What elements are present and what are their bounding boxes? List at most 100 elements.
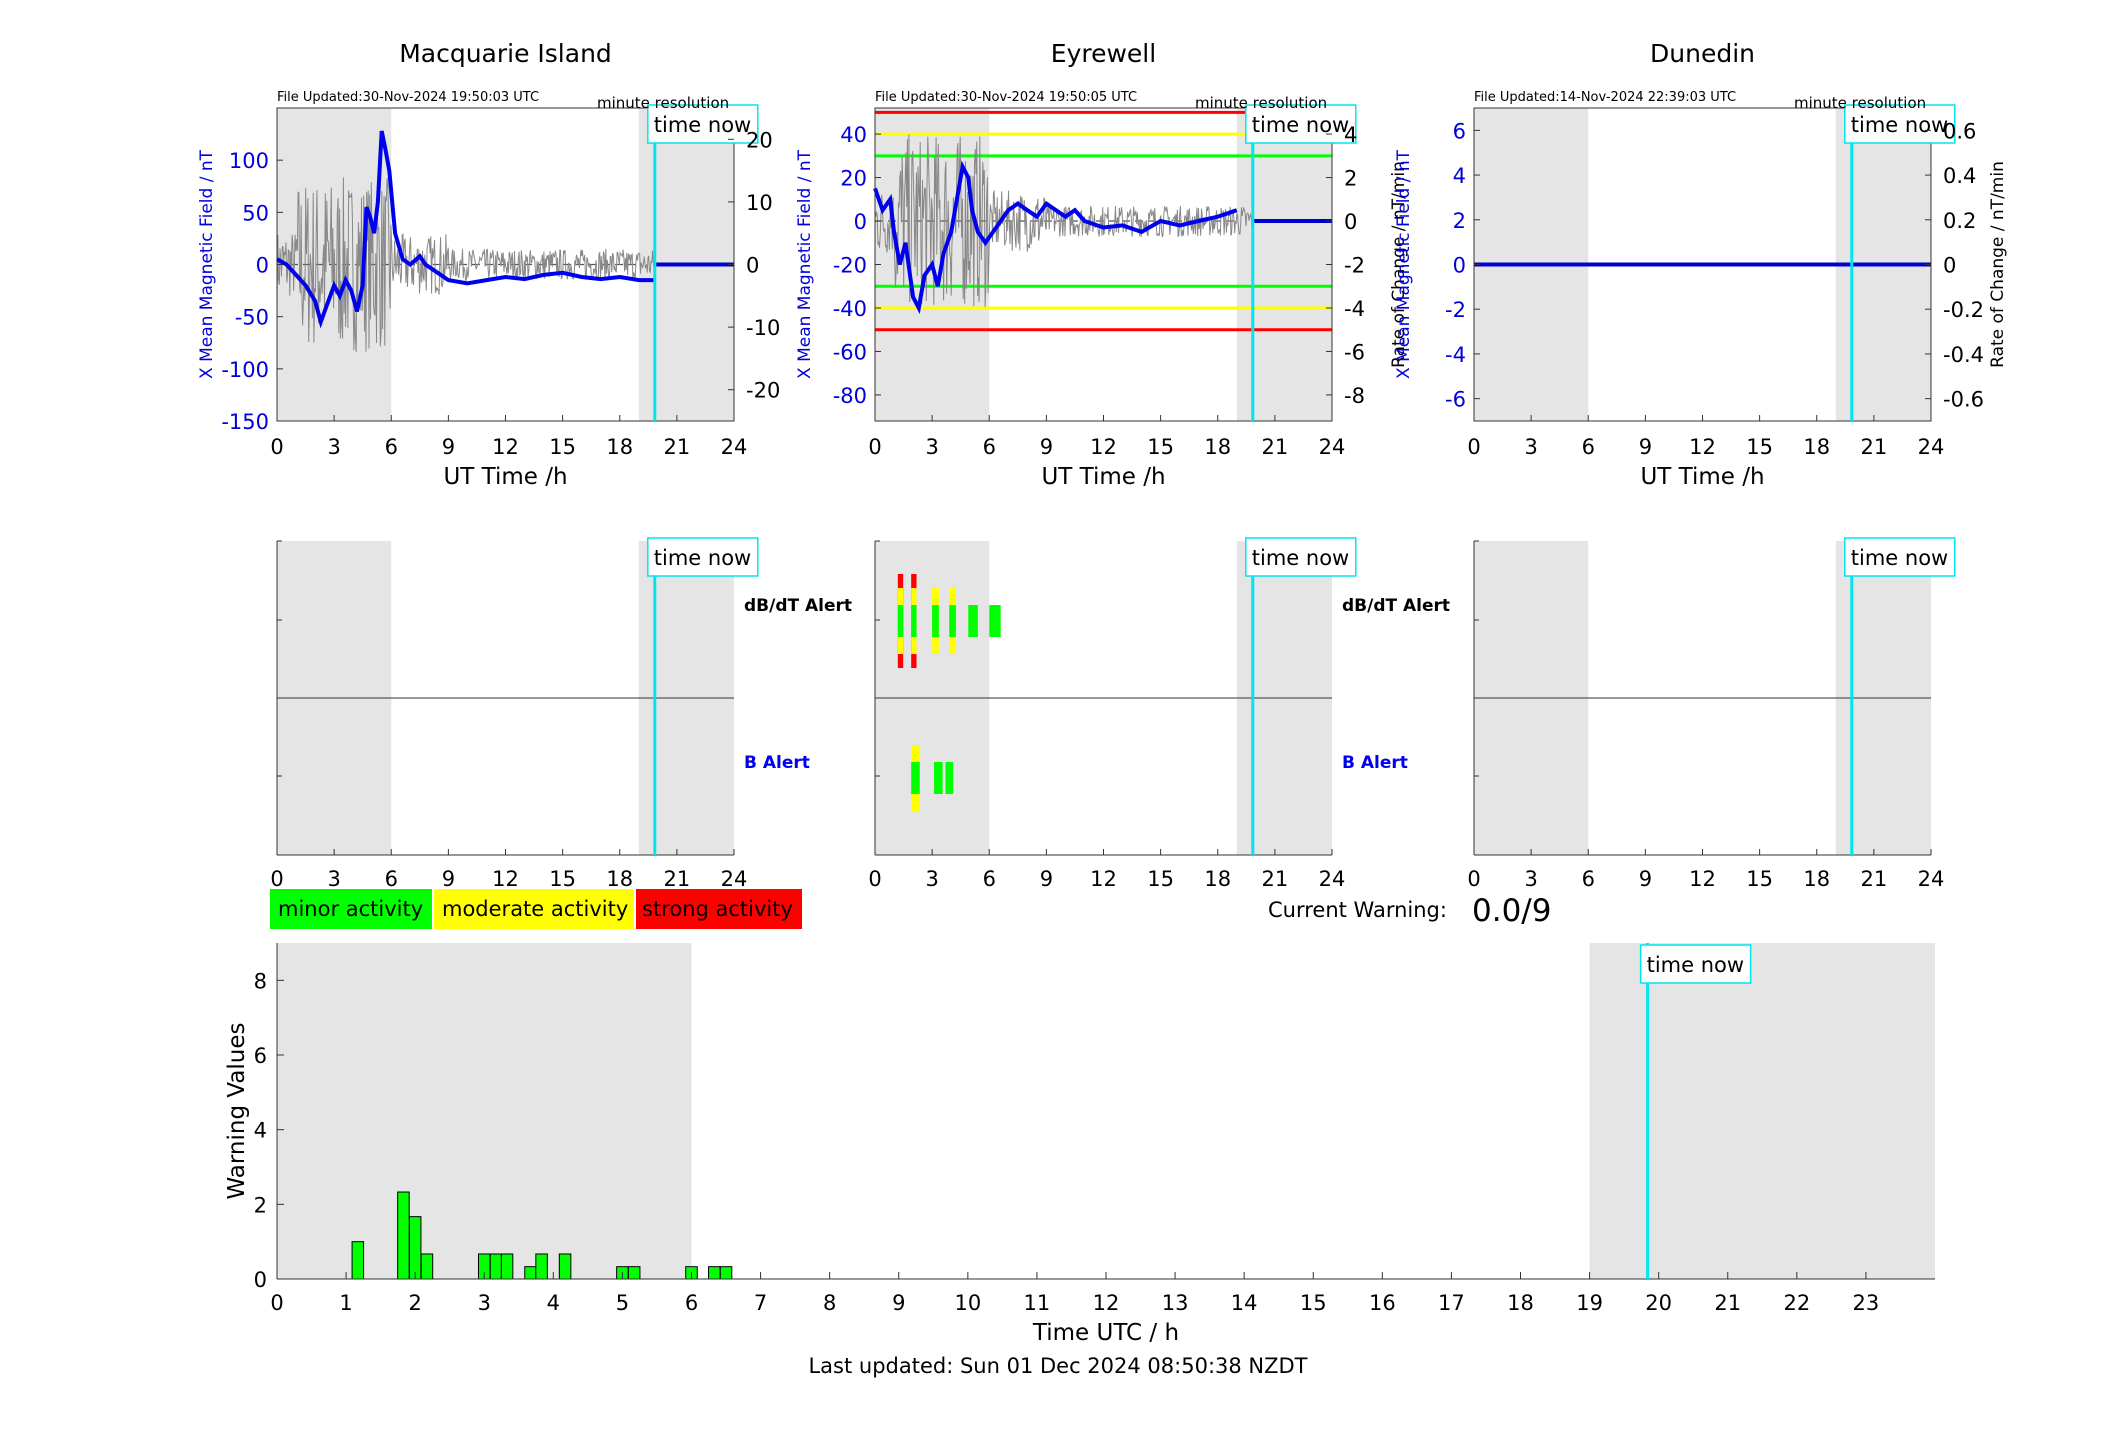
left-tick-label: 0 — [854, 210, 867, 234]
x-tick-label: 11 — [1024, 1291, 1051, 1315]
alert-minor — [934, 762, 943, 794]
x-tick-label: 21 — [664, 867, 691, 891]
left-tick-label: -150 — [221, 410, 269, 434]
x-axis-label: UT Time /h — [1041, 464, 1165, 490]
last-updated-text: Last updated: Sun 01 Dec 2024 08:50:38 N… — [808, 1354, 1307, 1378]
x-tick-label: 21 — [1262, 867, 1289, 891]
x-tick-label: 21 — [1861, 867, 1888, 891]
right-tick-label: 0 — [1943, 254, 1956, 278]
left-tick-label: 0 — [1453, 254, 1466, 278]
time-now-box — [647, 537, 759, 577]
alert-minor — [932, 605, 939, 637]
x-tick-label: 18 — [1507, 1291, 1534, 1315]
x-tick-label: 1 — [339, 1291, 352, 1315]
x-tick-label: 0 — [1467, 435, 1480, 459]
x-tick-label: 21 — [1714, 1291, 1741, 1315]
right-tick-label: 0 — [746, 254, 759, 278]
right-tick-label: -20 — [746, 379, 780, 403]
x-tick-label: 0 — [1467, 867, 1480, 891]
time-now-box — [647, 104, 759, 144]
x-tick-label: 12 — [492, 435, 519, 459]
right-tick-label: 0.4 — [1943, 164, 1976, 188]
right-tick-label: 0.2 — [1943, 209, 1976, 233]
left-tick-label: -50 — [235, 306, 269, 330]
alert-minor — [897, 605, 904, 637]
right-tick-label: -10 — [746, 316, 780, 340]
right-tick-label: -0.6 — [1943, 388, 1984, 412]
x-tick-label: 12 — [1090, 867, 1117, 891]
x-tick-label: 6 — [385, 867, 398, 891]
x-tick-label: 24 — [1319, 435, 1346, 459]
right-tick-label: 10 — [746, 191, 773, 215]
b-alert-label: B Alert — [744, 753, 810, 773]
x-tick-label: 18 — [606, 435, 633, 459]
rate-of-change-trace — [276, 177, 655, 352]
left-tick-label: -6 — [1445, 388, 1466, 412]
time-now-label: time now — [654, 113, 751, 137]
x-tick-label: 12 — [492, 867, 519, 891]
alert-minor — [945, 762, 954, 794]
time-now-box — [1844, 537, 1956, 577]
warning-bar — [627, 1266, 641, 1280]
y-tick-label: 0 — [254, 1268, 267, 1292]
left-tick-label: 100 — [229, 149, 269, 173]
time-now-box — [1639, 944, 1752, 984]
file-updated: File Updated:30-Nov-2024 19:50:03 UTC — [277, 90, 539, 105]
current-warning-value: 0.0/9 — [1472, 893, 1551, 929]
y-tick-label: 2 — [254, 1193, 267, 1217]
x-tick-label: 15 — [1147, 867, 1174, 891]
left-tick-label: -2 — [1445, 298, 1466, 322]
panel-title: Dunedin — [1650, 39, 1755, 68]
x-tick-label: 15 — [1300, 1291, 1327, 1315]
x-tick-label: 0 — [270, 435, 283, 459]
alert-minor — [949, 605, 956, 637]
x-tick-label: 0 — [868, 867, 881, 891]
legend-strong-swatch — [636, 889, 802, 929]
right-y-axis-label: Rate of Change / nT/min — [1389, 161, 1409, 368]
right-tick-label: 0.6 — [1943, 119, 1976, 143]
time-now-label: time now — [1252, 113, 1349, 137]
panel-title: Macquarie Island — [399, 39, 612, 68]
x-tick-label: 9 — [442, 435, 455, 459]
resolution-label: minute resolution — [1794, 94, 1926, 112]
x-tick-label: 24 — [1319, 867, 1346, 891]
left-tick-label: -80 — [833, 384, 867, 408]
y-axis-label: Warning Values — [224, 1022, 250, 1199]
time-now-label: time now — [1252, 546, 1349, 570]
x-tick-label: 3 — [327, 867, 340, 891]
x-tick-label: 24 — [1918, 435, 1945, 459]
x-tick-label: 3 — [925, 867, 938, 891]
left-tick-label: 4 — [1453, 164, 1466, 188]
activity-legend: minor activity moderate activity strong … — [270, 889, 802, 929]
y-tick-label: 8 — [254, 969, 267, 993]
dbdt-alert-label: dB/dT Alert — [1342, 596, 1450, 616]
x-tick-label: 21 — [1262, 435, 1289, 459]
x-axis-label: Time UTC / h — [1032, 1320, 1179, 1346]
right-tick-label: -0.4 — [1943, 343, 1984, 367]
x-tick-label: 4 — [547, 1291, 560, 1315]
x-tick-label: 20 — [1645, 1291, 1672, 1315]
legend-moderate-swatch — [434, 889, 634, 929]
y-tick-label: 4 — [254, 1119, 267, 1143]
current-warning-label: Current Warning: — [1268, 898, 1447, 922]
panel-1: time now Eyrewell File Updated:30-Nov-2024… — [795, 39, 1409, 490]
x-tick-label: 15 — [1746, 435, 1773, 459]
night-shading — [277, 943, 692, 1279]
x-tick-label: 24 — [1918, 867, 1945, 891]
right-tick-label: -2 — [1344, 254, 1365, 278]
x-tick-label: 22 — [1783, 1291, 1810, 1315]
warning-bar — [489, 1253, 503, 1280]
alert-panels: time now 0 3 6 9 12 15 18 21 24 dB/dT Alert B Alert… — [270, 537, 1956, 891]
x-tick-label: 12 — [1093, 1291, 1120, 1315]
x-tick-label: 18 — [1204, 435, 1231, 459]
x-tick-label: 16 — [1369, 1291, 1396, 1315]
left-y-axis-label: X Mean Magnetic Field / nT — [197, 149, 217, 379]
x-tick-label: 6 — [385, 435, 398, 459]
warning-bar — [524, 1266, 537, 1280]
left-tick-label: -100 — [221, 358, 269, 382]
left-tick-label: 40 — [840, 123, 867, 147]
x-tick-label: 8 — [823, 1291, 836, 1315]
x-tick-label: 2 — [408, 1291, 421, 1315]
x-tick-label: 9 — [1040, 867, 1053, 891]
resolution-label: minute resolution — [597, 94, 729, 112]
